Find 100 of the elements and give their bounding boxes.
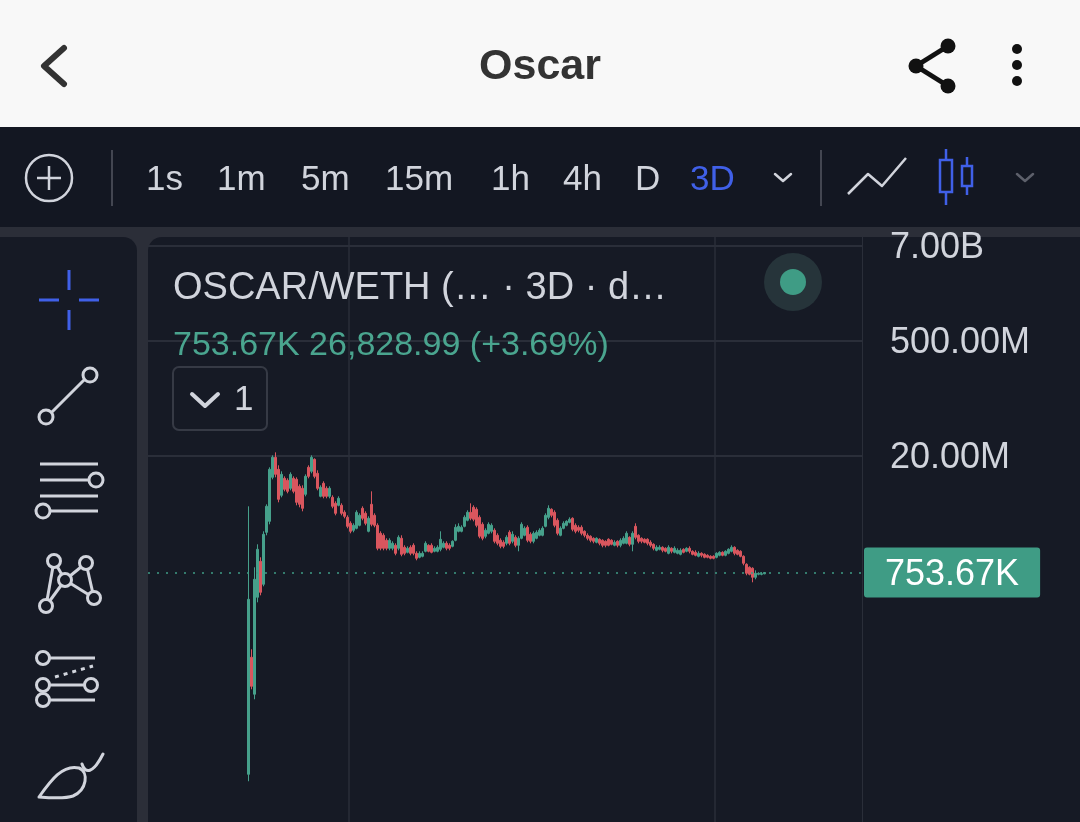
candlestick bbox=[580, 524, 583, 536]
candlestick bbox=[709, 554, 712, 560]
candlestick bbox=[508, 529, 511, 546]
candlestick bbox=[565, 519, 568, 527]
y-tick-label: 20.00M bbox=[890, 434, 1011, 476]
candlestick bbox=[682, 547, 685, 554]
candlestick bbox=[679, 547, 682, 556]
candlestick bbox=[385, 537, 388, 551]
candlestick bbox=[301, 484, 304, 512]
candlestick bbox=[568, 516, 571, 524]
candlestick bbox=[703, 552, 706, 559]
candlestick bbox=[511, 530, 514, 544]
candlestick bbox=[286, 477, 289, 494]
text: 3D bbox=[690, 157, 735, 199]
candlestick bbox=[616, 539, 619, 548]
candlestick bbox=[712, 554, 715, 560]
candlestick bbox=[493, 527, 496, 544]
candlestick bbox=[400, 534, 403, 557]
candlestick bbox=[592, 536, 595, 544]
candlestick bbox=[364, 510, 367, 526]
candlestick bbox=[394, 542, 397, 556]
candlestick bbox=[355, 509, 358, 530]
candlestick bbox=[685, 546, 688, 553]
candlestick bbox=[499, 537, 502, 549]
candlestick bbox=[445, 540, 448, 551]
candlestick bbox=[307, 464, 310, 479]
candlestick bbox=[676, 547, 679, 555]
candlestick bbox=[718, 550, 721, 557]
candlestick bbox=[412, 542, 415, 556]
candlestick bbox=[319, 484, 322, 498]
candlestick bbox=[259, 556, 262, 596]
candlestick bbox=[670, 546, 673, 554]
candlestick bbox=[631, 530, 634, 552]
text: 753.67K 26,828.99 (+3.69%) bbox=[173, 324, 609, 362]
candlestick bbox=[697, 550, 700, 558]
candlestick bbox=[496, 532, 499, 546]
text: OSCAR/WETH (… · 3D · d… bbox=[173, 265, 668, 307]
y-tick-label: 500.00M bbox=[890, 319, 1031, 361]
candlestick bbox=[532, 530, 535, 544]
text: 4h bbox=[563, 157, 602, 199]
candlestick bbox=[634, 522, 637, 540]
candlestick bbox=[688, 545, 691, 554]
candlestick bbox=[727, 547, 730, 555]
candlestick bbox=[652, 542, 655, 551]
candlestick bbox=[640, 536, 643, 544]
candlestick bbox=[448, 542, 451, 551]
text: 1m bbox=[217, 157, 266, 199]
candlestick bbox=[625, 530, 628, 545]
candlestick bbox=[328, 485, 331, 499]
candlestick bbox=[586, 532, 589, 541]
candlestick bbox=[337, 495, 340, 507]
text: 15m bbox=[385, 157, 454, 199]
candlestick bbox=[538, 527, 541, 537]
candlestick bbox=[694, 549, 697, 557]
candlestick bbox=[283, 475, 286, 492]
candlestick bbox=[649, 539, 652, 548]
candlestick bbox=[733, 545, 736, 556]
candlestick bbox=[751, 566, 754, 583]
candlestick bbox=[736, 548, 739, 556]
candlestick bbox=[700, 551, 703, 558]
candlestick bbox=[388, 537, 391, 551]
candlestick bbox=[250, 648, 253, 690]
candlestick bbox=[601, 538, 604, 548]
text: 1s bbox=[146, 157, 183, 199]
text: 1h bbox=[491, 157, 530, 199]
candlestick bbox=[619, 537, 622, 548]
candlestick bbox=[322, 480, 325, 499]
candlestick bbox=[691, 549, 694, 556]
candlestick bbox=[514, 534, 517, 548]
toggle-button: 1 bbox=[172, 366, 268, 431]
candlestick bbox=[604, 539, 607, 548]
candlestick bbox=[661, 545, 664, 553]
candlestick bbox=[382, 532, 385, 551]
text: Oscar bbox=[479, 40, 601, 88]
candlestick bbox=[715, 551, 718, 559]
candlestick bbox=[502, 539, 505, 549]
candlestick bbox=[664, 546, 667, 553]
candlestick bbox=[370, 490, 373, 527]
candlestick bbox=[673, 545, 676, 554]
candlestick bbox=[526, 524, 529, 543]
candlestick bbox=[463, 514, 466, 528]
candlestick bbox=[280, 470, 283, 498]
candlestick bbox=[358, 512, 361, 527]
candlestick bbox=[724, 549, 727, 557]
candlestick bbox=[367, 515, 370, 533]
candlestick bbox=[409, 544, 412, 556]
candlestick bbox=[607, 537, 610, 547]
candlestick bbox=[523, 525, 526, 537]
candlestick bbox=[433, 545, 436, 553]
candlestick bbox=[505, 534, 508, 546]
candlestick bbox=[430, 542, 433, 554]
candlestick bbox=[613, 539, 616, 547]
candlestick bbox=[418, 550, 421, 559]
candlestick bbox=[595, 536, 598, 544]
candlestick bbox=[598, 537, 601, 546]
candlestick bbox=[325, 485, 328, 499]
candlestick bbox=[487, 521, 490, 535]
candlestick bbox=[427, 543, 430, 553]
candlestick bbox=[397, 534, 400, 551]
candlestick bbox=[730, 544, 733, 553]
